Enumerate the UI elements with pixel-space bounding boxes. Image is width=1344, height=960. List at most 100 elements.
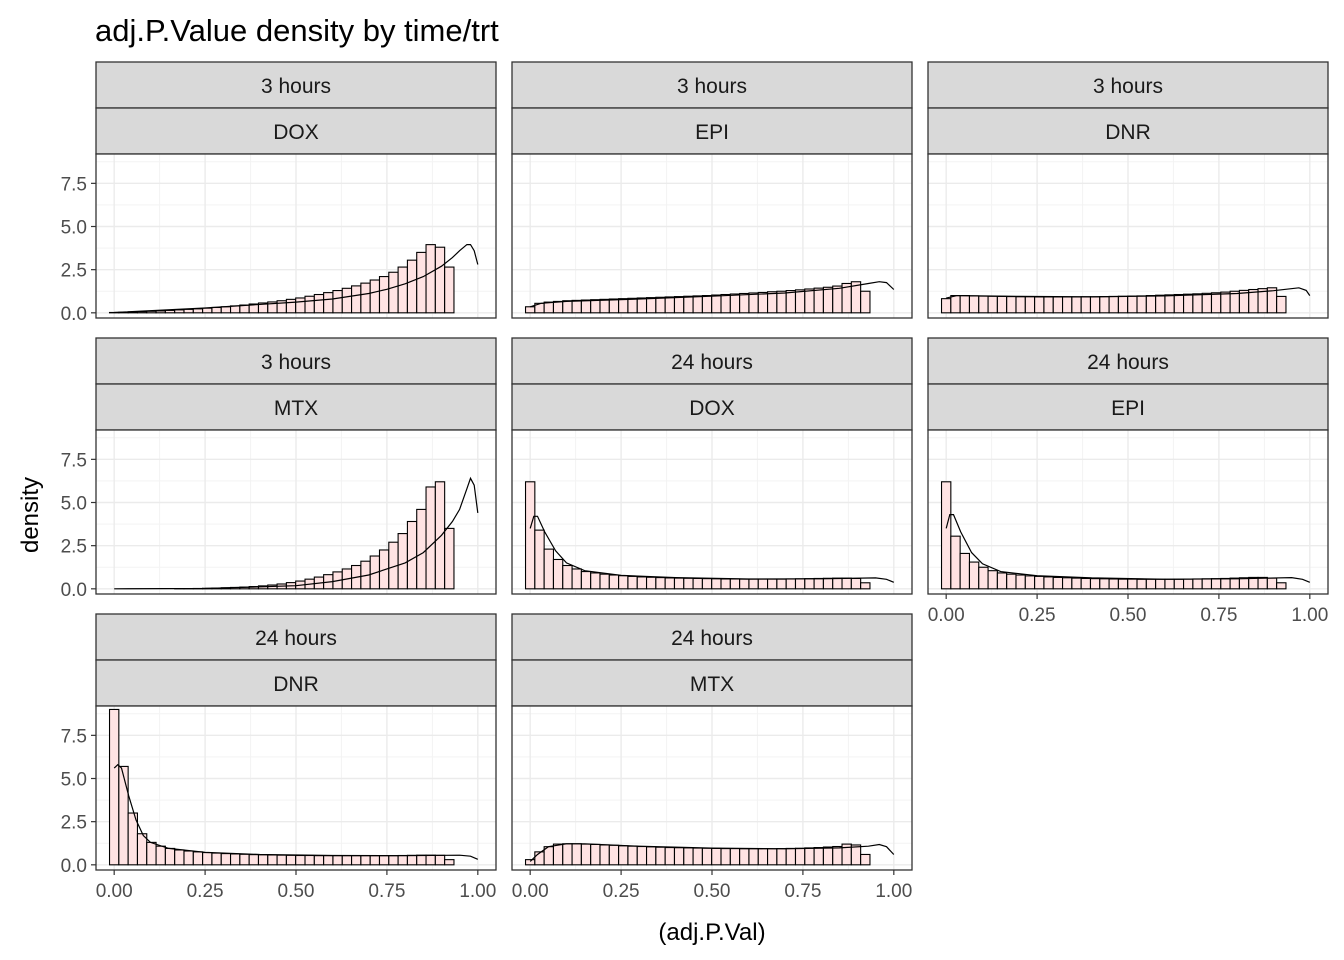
histogram-bar — [397, 533, 408, 590]
facet-strip-time-box — [927, 337, 1329, 385]
histogram-bar — [950, 535, 961, 590]
histogram-bar — [562, 843, 573, 866]
chart-title: adj.P.Value density by time/trt — [95, 13, 499, 48]
panel-border — [511, 429, 913, 595]
histogram-bar — [1099, 296, 1110, 314]
facet-strip-treatment-label: MTX — [690, 673, 734, 696]
histogram-bar — [534, 529, 545, 590]
histogram-bar — [580, 843, 592, 866]
histogram-bar — [332, 290, 343, 314]
histogram-bar — [1117, 578, 1129, 590]
histogram-bar — [1006, 573, 1017, 590]
histogram-bar — [618, 575, 629, 590]
histogram-bar — [590, 299, 601, 314]
histogram-bar — [832, 577, 843, 590]
histogram-bar — [1034, 296, 1045, 314]
histogram-bar — [425, 486, 436, 590]
histogram-bar — [664, 847, 676, 866]
facet-strip-treatment-label: EPI — [695, 121, 729, 144]
histogram-bar — [1238, 577, 1250, 590]
histogram-bar — [211, 306, 222, 314]
facet-strip-treatment-box — [511, 383, 913, 431]
histogram-bar — [618, 298, 629, 314]
histogram-bar — [987, 295, 998, 314]
histogram-bar — [425, 244, 436, 314]
panel-border — [95, 153, 497, 319]
histogram-bar — [229, 305, 241, 314]
histogram-bar — [608, 844, 620, 866]
facet-strip-treatment-label: DNR — [273, 673, 319, 696]
facet-strip-time-box — [511, 61, 913, 109]
histogram-bar — [434, 481, 446, 590]
histogram-bar — [1257, 576, 1268, 590]
histogram-bar — [729, 578, 741, 590]
histogram-bar — [832, 285, 843, 314]
facet-strip-treatment-box — [511, 107, 913, 155]
histogram-bar — [608, 574, 620, 590]
facet-panel: 3 hours EPI — [511, 61, 913, 319]
histogram-bar — [1210, 292, 1222, 314]
histogram-bar — [543, 548, 555, 590]
histogram-bar — [1052, 296, 1064, 314]
histogram-bar — [968, 561, 980, 590]
histogram-bar — [804, 288, 815, 314]
histogram-bar — [590, 572, 601, 590]
histogram-bar — [164, 309, 176, 314]
histogram-bar — [285, 298, 297, 314]
histogram-bar — [978, 295, 989, 314]
facet-strip-time-label: 24 hours — [671, 627, 753, 650]
histogram-bar — [136, 833, 148, 866]
density-curve — [529, 843, 895, 862]
histogram-bar — [1015, 296, 1026, 314]
histogram-bar — [673, 847, 685, 866]
facet-strip-time-label: 3 hours — [261, 75, 331, 98]
histogram-bar — [757, 848, 769, 866]
histogram-bar — [1201, 578, 1213, 590]
x-tick-label: 0.50 — [694, 881, 731, 902]
histogram-bar — [645, 846, 657, 866]
histogram-bar — [416, 854, 427, 866]
histogram-bar — [1192, 578, 1203, 590]
histogram-bar — [332, 855, 343, 866]
histogram-bar — [183, 850, 194, 866]
y-tick-label: 2.5 — [61, 537, 87, 558]
histogram-bar — [822, 846, 834, 866]
histogram-bar — [220, 853, 232, 866]
histogram-bar — [239, 853, 250, 866]
histogram-bar — [785, 290, 797, 314]
y-tick-label: 7.5 — [61, 450, 87, 471]
histogram-bar — [673, 577, 685, 590]
histogram-bar — [739, 292, 750, 314]
facet-strip-treatment-label: DOX — [689, 397, 735, 420]
histogram-bar — [683, 847, 694, 866]
x-tick-label: 0.75 — [368, 881, 405, 902]
histogram-bar — [739, 578, 750, 590]
histogram-bar — [1043, 296, 1054, 314]
histogram-bar — [599, 573, 610, 590]
histogram-bar — [767, 291, 778, 314]
histogram-bar — [673, 296, 685, 314]
histogram-bar — [164, 847, 176, 866]
histogram-bar — [822, 286, 834, 314]
x-tick-label: 1.00 — [875, 881, 912, 902]
x-tick-label: 0.75 — [1200, 605, 1237, 626]
facet-strip-treatment-box — [95, 107, 497, 155]
histogram-bar — [1220, 291, 1231, 314]
histogram-bar — [850, 577, 862, 590]
histogram-bar — [552, 300, 564, 314]
histogram-bar — [425, 854, 436, 866]
histogram-bar — [701, 847, 713, 866]
histogram-bar — [748, 292, 759, 314]
histogram-bar — [562, 300, 573, 314]
x-tick-label: 1.00 — [459, 881, 496, 902]
histogram-bar — [627, 575, 638, 590]
histogram-bar — [618, 845, 629, 866]
density-curve — [945, 514, 1311, 583]
facet-panel: 24 hours EPI 0.00 0.25 0.50 0.75 1.00 — [927, 337, 1329, 626]
histogram-bar — [378, 276, 390, 314]
histogram-bar — [940, 481, 952, 590]
histogram-bar — [1127, 295, 1138, 314]
histogram-bar — [776, 578, 787, 590]
facet-strip-treatment-box — [95, 383, 497, 431]
x-tick-label: 0.00 — [512, 881, 549, 902]
